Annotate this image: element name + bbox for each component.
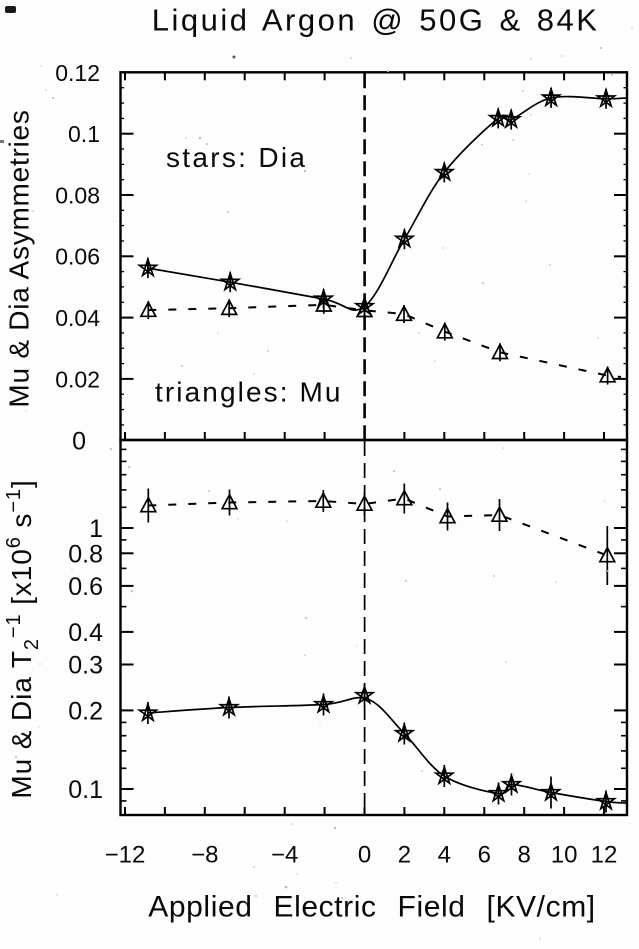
- svg-text:0: 0: [358, 842, 371, 869]
- svg-text:2: 2: [398, 842, 411, 869]
- svg-text:4: 4: [438, 842, 451, 869]
- svg-text:0.8: 0.8: [68, 541, 103, 569]
- svg-text:0.1: 0.1: [68, 776, 103, 804]
- svg-text:0.2: 0.2: [68, 698, 103, 726]
- svg-text:Applied Electric Field [KV/cm]: Applied Electric Field [KV/cm]: [148, 891, 595, 924]
- svg-text:−12: −12: [105, 842, 146, 869]
- svg-text:0.3: 0.3: [68, 652, 103, 680]
- svg-text:10: 10: [551, 842, 578, 869]
- svg-text:0.08: 0.08: [55, 182, 100, 208]
- svg-text:12: 12: [591, 842, 618, 869]
- svg-text:Mu & Dia Asymmetries: Mu & Dia Asymmetries: [4, 109, 35, 407]
- svg-text:0.12: 0.12: [55, 60, 100, 86]
- svg-text:−8: −8: [191, 842, 218, 869]
- svg-text:Liquid Argon @ 50G & 84K: Liquid Argon @ 50G & 84K: [152, 3, 600, 38]
- svg-text:0.6: 0.6: [68, 573, 103, 601]
- svg-text:−4: −4: [271, 842, 298, 869]
- svg-text:0.02: 0.02: [55, 366, 100, 392]
- svg-text:0.04: 0.04: [55, 305, 100, 331]
- svg-text:0.1: 0.1: [68, 121, 100, 147]
- svg-text:6: 6: [478, 842, 491, 869]
- svg-text:8: 8: [518, 842, 531, 869]
- svg-text:Mu & Dia T2−1 [x106 s−1]: Mu & Dia T2−1 [x106 s−1]: [3, 479, 43, 798]
- svg-text:triangles: Mu: triangles: Mu: [155, 377, 343, 408]
- svg-text:0.4: 0.4: [68, 619, 103, 647]
- svg-text:1: 1: [89, 515, 103, 543]
- svg-text:0.06: 0.06: [55, 244, 100, 270]
- svg-text:0: 0: [72, 427, 86, 455]
- svg-text:stars: Dia: stars: Dia: [166, 142, 307, 173]
